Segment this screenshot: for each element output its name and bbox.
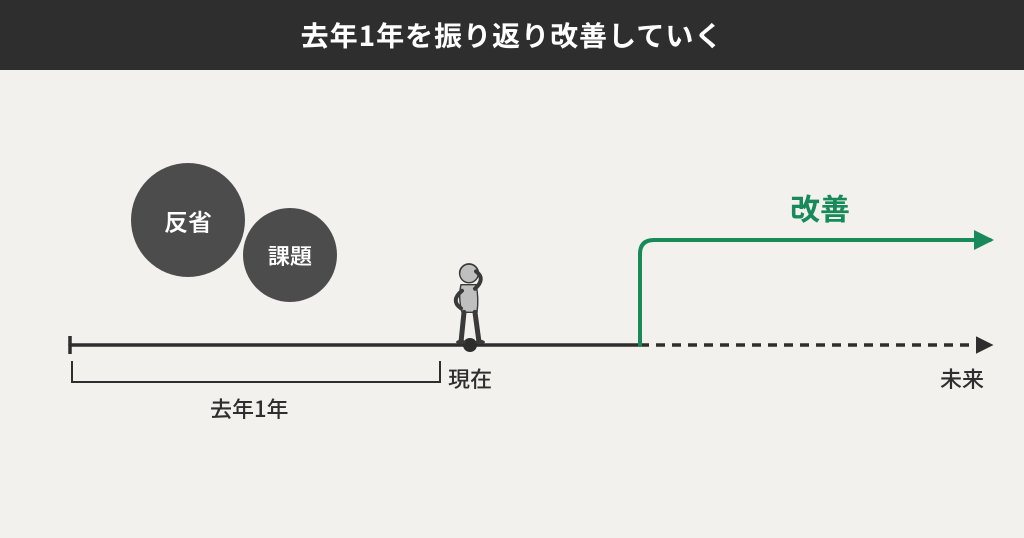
- bubble-reflection: 反省: [131, 163, 245, 277]
- diagram-svg: [0, 70, 1024, 538]
- bubble-issues: 課題: [243, 208, 337, 302]
- bubble-reflection-label: 反省: [164, 203, 212, 238]
- label-present-text: 現在: [448, 362, 492, 394]
- label-future-text: 未来: [940, 362, 984, 394]
- diagram-stage: 反省 課題 改善 去年1年 現在 未来: [0, 70, 1024, 538]
- improve-text: 改善: [790, 185, 850, 229]
- header-title: 去年1年を振り返り改善していく: [301, 15, 724, 55]
- label-past-year-text: 去年1年: [210, 392, 289, 424]
- bubble-issues-label: 課題: [268, 239, 312, 271]
- person-icon: [456, 264, 485, 344]
- label-future: 未来: [940, 362, 984, 394]
- improve-label: 改善: [790, 185, 850, 229]
- label-present: 現在: [448, 362, 492, 394]
- header-bar: 去年1年を振り返り改善していく: [0, 0, 1024, 70]
- label-past-year: 去年1年: [210, 392, 289, 424]
